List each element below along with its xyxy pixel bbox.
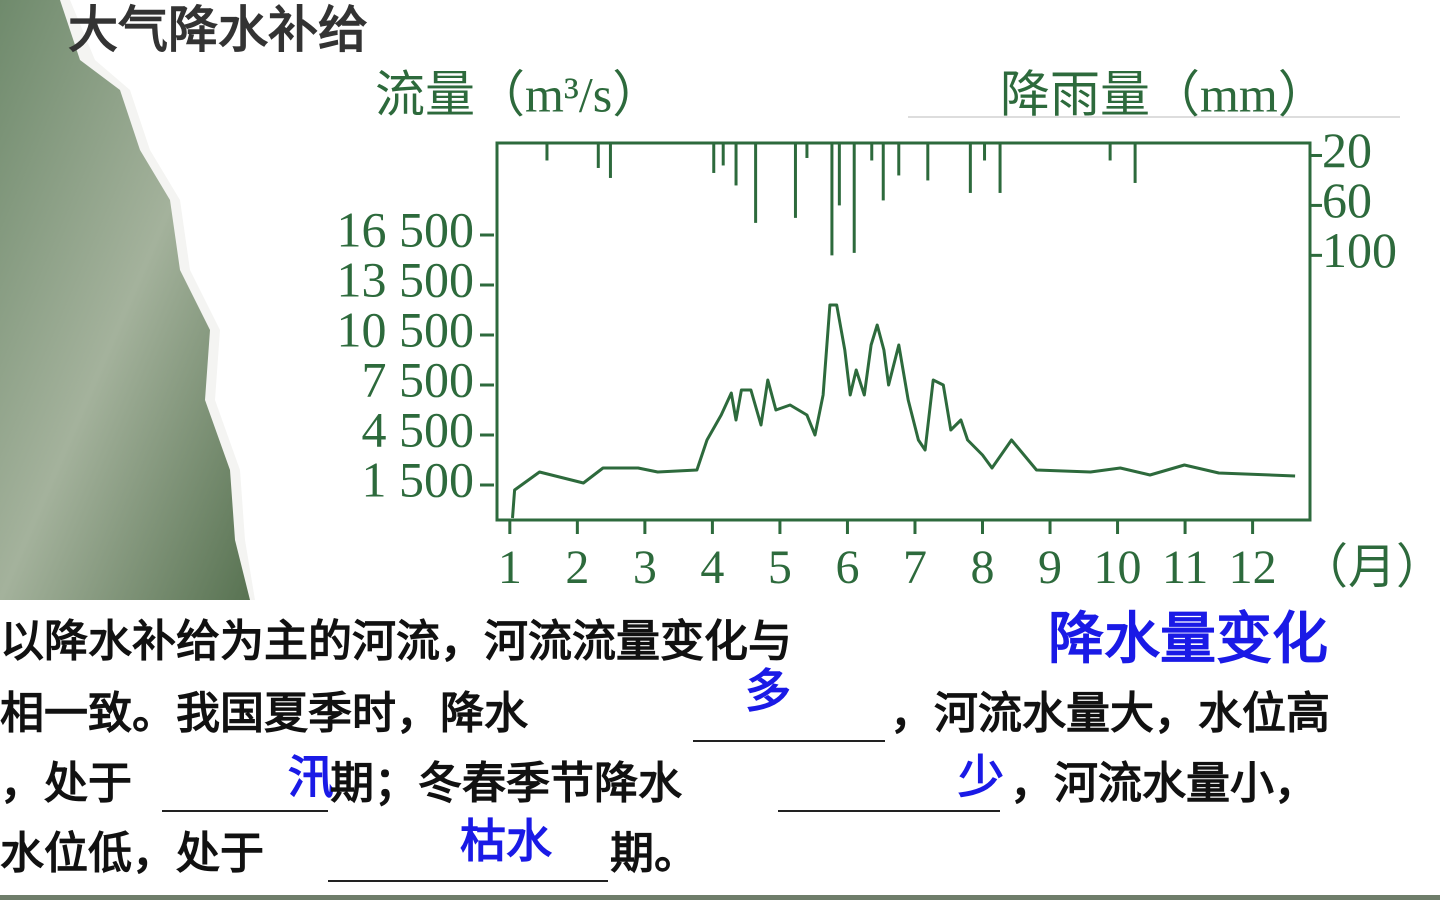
y-axis-title: 流量（m³/s）	[375, 66, 662, 122]
flow-line	[511, 303, 1296, 519]
answer: 降水量变化	[1048, 607, 1328, 672]
x-axis-title: （月）	[1300, 541, 1440, 594]
blank	[693, 740, 885, 742]
x-tick-label: 4	[700, 541, 724, 594]
y-tick-label: 13 500	[337, 251, 475, 307]
x-tick-label: 8	[971, 541, 995, 594]
paper	[70, 0, 260, 600]
text: 相一致。我国夏季时，降水	[0, 688, 528, 739]
y-tick-label: 10 500	[337, 301, 475, 357]
y-tick-label: 7 500	[362, 351, 475, 407]
y2-axis-title: 降雨量（mm）	[1000, 66, 1328, 122]
x-tick-label: 9	[1038, 541, 1062, 594]
text: ，河流水量大，水位高	[890, 688, 1330, 739]
blank	[778, 810, 1000, 812]
x-tick-label: 5	[768, 541, 792, 594]
x-tick-label: 6	[835, 541, 859, 594]
bottom-strip	[0, 895, 1440, 900]
text: 水位低，处于	[0, 828, 264, 879]
text: 以降水补给为主的河流，河流流量变化与	[0, 616, 792, 667]
x-tick-label: 7	[903, 541, 927, 594]
y-tick-label: 1 500	[362, 451, 475, 507]
text: 期。	[610, 828, 698, 879]
y2-tick-label: 60	[1322, 172, 1372, 228]
x-tick-label: 3	[633, 541, 657, 594]
x-tick-label: 11	[1162, 541, 1208, 594]
x-tick-label: 2	[565, 541, 589, 594]
answer: 汛	[288, 750, 334, 804]
answer: 枯水	[460, 814, 552, 868]
x-tick-label: 10	[1094, 541, 1142, 594]
answer: 少	[958, 750, 1004, 804]
x-tick-label: 1	[498, 541, 522, 594]
x-tick-label: 12	[1229, 541, 1277, 594]
slide-title: 大气降水补给	[68, 1, 368, 59]
y2-tick-label: 100	[1322, 222, 1397, 278]
text: ，河流水量小，	[1010, 758, 1318, 809]
plot-frame	[495, 141, 1312, 522]
y-tick-label: 4 500	[362, 401, 475, 457]
text: ，处于	[0, 758, 132, 809]
y-tick-label: 16 500	[337, 201, 475, 257]
blank	[328, 880, 608, 882]
text: 期；冬春季节降水	[330, 758, 682, 809]
blank	[162, 810, 328, 812]
y2-tick-label: 20	[1322, 122, 1372, 178]
answer: 多	[745, 664, 791, 718]
